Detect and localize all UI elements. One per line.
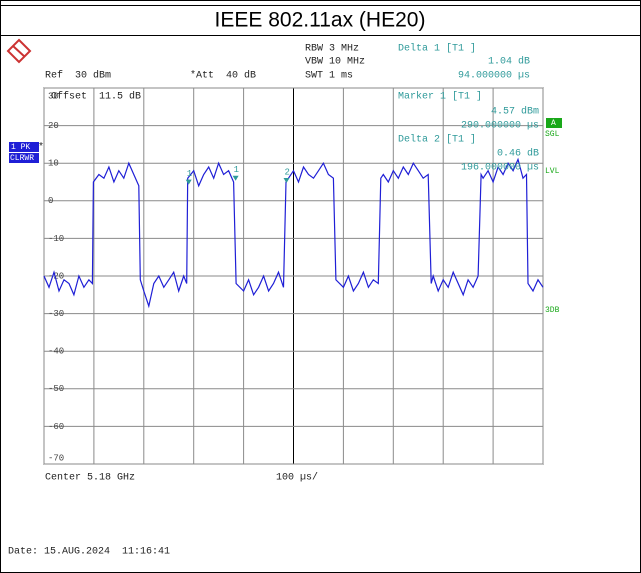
title: IEEE 802.11ax (HE20) <box>215 9 426 32</box>
delta2-level: 0.46 dB <box>497 148 539 160</box>
y-tick-label: -30 <box>48 309 64 319</box>
delta2: Delta 2 [T1 ] <box>398 134 476 146</box>
trace-label: 1 PK <box>11 143 30 152</box>
y-tick-label: -20 <box>48 271 64 281</box>
marker-label: 1 <box>187 169 192 179</box>
att: *Att 40 dB <box>190 70 256 82</box>
y-tick-label: -50 <box>48 384 64 394</box>
vbw: VBW 10 MHz <box>305 57 365 68</box>
lvl: LVL <box>545 167 560 176</box>
marker <box>185 179 192 185</box>
y-tick-label: 10 <box>48 159 59 169</box>
marker <box>232 175 239 181</box>
delta1-level: 1.04 dB <box>488 56 530 68</box>
mode-label: CLRWR <box>10 154 34 163</box>
y-tick-label: -60 <box>48 422 64 432</box>
y-tick-label: 30 <box>48 91 59 101</box>
delta1-time: 94.000000 µs <box>458 71 530 82</box>
y-tick-label: 20 <box>48 121 59 131</box>
y-tick-label: -40 <box>48 347 64 357</box>
y-tick-label: 0 <box>48 196 53 206</box>
plot: 30 20 10 0 -10 -20 -30 -40 -50 -60 -70 1 1 2 <box>43 87 544 465</box>
logo <box>6 38 32 64</box>
swt: SWT 1 ms <box>305 71 353 82</box>
marker1-time: 290.000000 µs <box>461 121 539 132</box>
offset: Offset 11.5 dB <box>51 91 141 103</box>
a-box <box>546 118 562 128</box>
delta2-time: 196.000000 µs <box>461 163 539 174</box>
trace <box>43 157 544 309</box>
date: Date: 15.AUG.2024 11:16:41 <box>8 547 170 558</box>
center: Center 5.18 GHz <box>45 473 135 484</box>
y-tick-label: -70 <box>48 453 64 463</box>
sgl: SGL <box>545 130 560 139</box>
marker1: Marker 1 [T1 ] <box>398 91 482 103</box>
delta1: Delta 1 [T1 ] <box>398 43 476 55</box>
rbw: RBW 3 MHz <box>305 44 359 55</box>
y-tick-label: -10 <box>48 234 64 244</box>
ref: Ref 30 dBm <box>45 70 111 82</box>
marker1-level: 4.57 dBm <box>491 106 539 118</box>
marker-label: 2 <box>285 167 290 177</box>
marker-label: 1 <box>234 165 239 175</box>
3db: 3DB <box>545 306 560 315</box>
a-label: A <box>551 119 556 128</box>
star: * <box>38 142 44 154</box>
trace-box <box>9 142 39 152</box>
marker <box>283 178 290 183</box>
mode-box <box>9 153 39 163</box>
span: 100 µs/ <box>276 472 318 484</box>
